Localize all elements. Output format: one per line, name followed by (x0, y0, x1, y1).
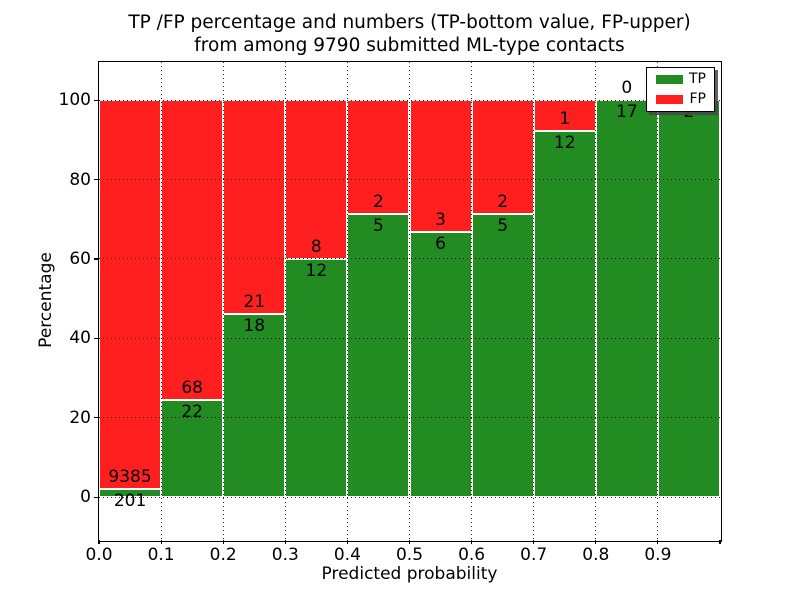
horizontal-gridline (99, 258, 720, 260)
y-tick-label: 40 (69, 328, 91, 349)
fp-count-label: 2 (373, 191, 384, 212)
chart-title-line2: from among 9790 submitted ML-type contac… (194, 35, 625, 56)
fp-count-label: 21 (243, 291, 266, 312)
tp-bar-segment (657, 100, 720, 498)
x-axis-tick-mark (160, 540, 162, 544)
tp-bar-segment (161, 400, 224, 498)
y-axis-tick-mark (94, 496, 98, 498)
x-axis-tick-mark (408, 540, 411, 544)
y-tick-label: 100 (58, 90, 91, 111)
tp-bar-segment (347, 213, 410, 498)
y-tick-label: 0 (80, 487, 91, 508)
chart-title-line1: TP /FP percentage and numbers (TP-bottom… (128, 12, 691, 33)
fp-count-label: 0 (621, 78, 633, 99)
legend-fp-swatch-icon (656, 95, 683, 104)
horizontal-gridline (99, 417, 720, 419)
tp-count-label: 12 (305, 260, 328, 281)
vertical-gridline (284, 62, 286, 540)
horizontal-gridline (99, 99, 720, 101)
fp-count-label: 68 (181, 378, 203, 399)
fp-bar-segment (409, 100, 472, 233)
x-tick-label: 0.6 (458, 545, 486, 565)
tp-count-label: 2 (683, 102, 695, 123)
vertical-gridline (346, 62, 348, 540)
tp-bar-segment (533, 130, 596, 498)
bars-layer (99, 62, 720, 540)
x-axis-tick-mark (346, 540, 348, 544)
plot-area: 93852016822211881225362511201702 TP FP (97, 60, 722, 542)
legend-item-fp: FP (656, 91, 707, 107)
x-tick-label: 0.9 (644, 545, 672, 565)
gridlines-layer (99, 62, 720, 540)
fp-bar-segment (161, 100, 224, 401)
tp-bar-segment (595, 100, 658, 498)
x-tick-label: 0.3 (271, 545, 299, 565)
x-axis-tick-mark (471, 540, 473, 544)
vertical-gridline (595, 62, 597, 540)
vertical-gridline (160, 62, 162, 540)
horizontal-gridline (99, 496, 720, 498)
tp-bar-segment (285, 258, 348, 498)
y-axis-tick-mark (94, 178, 98, 181)
vertical-gridline (533, 62, 535, 540)
tp-count-label: 22 (181, 402, 203, 423)
vertical-gridline (657, 62, 659, 540)
x-axis-tick-mark (222, 540, 224, 544)
y-axis-tick-mark (94, 99, 98, 101)
tp-bar-segment (223, 313, 286, 498)
x-axis-tick-mark (98, 540, 100, 544)
legend-item-tp: TP (656, 71, 706, 87)
x-tick-label: 0.4 (333, 545, 361, 565)
tp-count-label: 12 (553, 132, 576, 153)
tp-count-label: 18 (243, 315, 266, 336)
fp-bar-segment (223, 100, 286, 314)
x-tick-label: 0.0 (85, 545, 113, 565)
y-tick-label: 20 (69, 407, 91, 428)
horizontal-gridline (99, 337, 720, 339)
fp-count-label: 9385 (108, 466, 152, 487)
x-axis-tick-mark (533, 540, 535, 544)
fp-bar-segment (99, 100, 162, 489)
fp-bar-segment (347, 100, 410, 214)
vertical-gridline (222, 62, 224, 540)
x-axis-tick-mark (719, 540, 721, 544)
vertical-gridline (409, 62, 410, 540)
vertical-gridline (471, 62, 473, 540)
x-axis-label: Predicted probability (321, 564, 498, 584)
y-axis-tick-mark (94, 258, 98, 260)
x-axis-tick-mark (657, 540, 659, 544)
tp-count-label: 5 (497, 215, 509, 236)
x-tick-label: 0.7 (520, 545, 548, 565)
x-tick-label: 0.2 (209, 545, 237, 565)
y-axis-tick-mark (94, 417, 98, 419)
tp-count-label: 6 (435, 234, 446, 255)
x-tick-label: 0.8 (582, 545, 610, 565)
chart-title: TP /FP percentage and numbers (TP-bottom… (99, 11, 720, 57)
tp-bar-segment (99, 488, 162, 498)
y-tick-label: 60 (69, 248, 91, 269)
legend-tp-swatch-icon (656, 75, 683, 84)
tp-count-label: 5 (373, 215, 384, 236)
x-axis-tick-mark (284, 540, 286, 544)
y-tick-label: 80 (69, 169, 91, 190)
fp-count-label: 1 (559, 108, 571, 129)
tp-count-label: 201 (113, 490, 147, 511)
fp-bar-segment (471, 100, 534, 214)
legend-fp-label: FP (689, 91, 707, 107)
fp-count-label: 2 (497, 191, 509, 212)
tp-count-label: 17 (616, 102, 638, 123)
x-axis-tick-mark (595, 540, 597, 544)
tp-bar-segment (471, 213, 534, 498)
fp-count-label: 3 (435, 210, 446, 231)
x-tick-label: 0.1 (147, 545, 175, 565)
legend: TP FP (646, 67, 715, 112)
value-labels-layer: 93852016822211881225362511201702 (99, 62, 720, 540)
legend-tp-label: TP (689, 71, 706, 87)
horizontal-gridline (99, 179, 720, 180)
fp-count-label: 8 (310, 236, 322, 257)
x-tick-label: 0.5 (395, 545, 424, 565)
y-axis-tick-mark (94, 337, 98, 339)
tp-bar-segment (409, 232, 472, 498)
